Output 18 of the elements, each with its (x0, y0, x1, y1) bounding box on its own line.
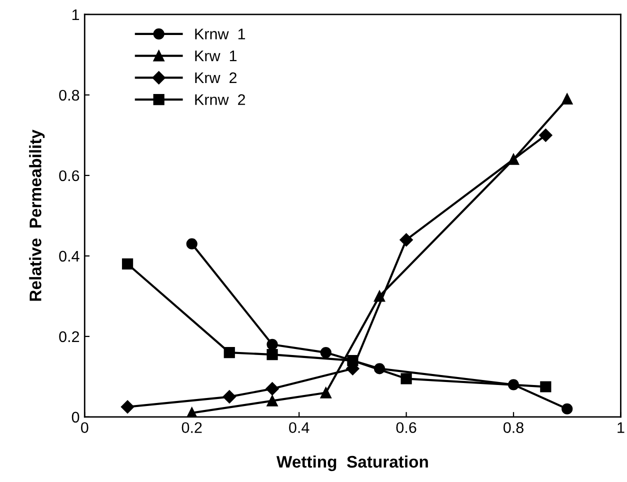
x-axis-title: Wetting Saturation (276, 455, 428, 472)
x-tick-label: 0.4 (289, 422, 310, 434)
legend-label: Krw 1 (195, 50, 237, 62)
x-tick-label: 0.8 (503, 422, 524, 434)
x-tick-label: 0.6 (396, 422, 416, 434)
y-tick-label: 0.4 (59, 250, 80, 262)
y-axis-title: Relative Permeability (29, 130, 45, 301)
y-tick-label: 0.8 (59, 90, 80, 101)
x-tick-label: 1 (618, 422, 624, 433)
y-tick-label: 0 (72, 412, 80, 423)
legend-label: Krw 2 (195, 72, 237, 84)
y-tick-label: 1 (72, 9, 80, 20)
legend-label: Krnw 2 (195, 94, 246, 105)
y-tick-label: 0.2 (59, 331, 80, 342)
x-tick-label: 0 (80, 422, 88, 434)
legend-label: Krnw 1 (195, 28, 246, 40)
y-tick-label: 0.6 (59, 170, 80, 182)
x-tick-label: 0.2 (182, 422, 202, 434)
